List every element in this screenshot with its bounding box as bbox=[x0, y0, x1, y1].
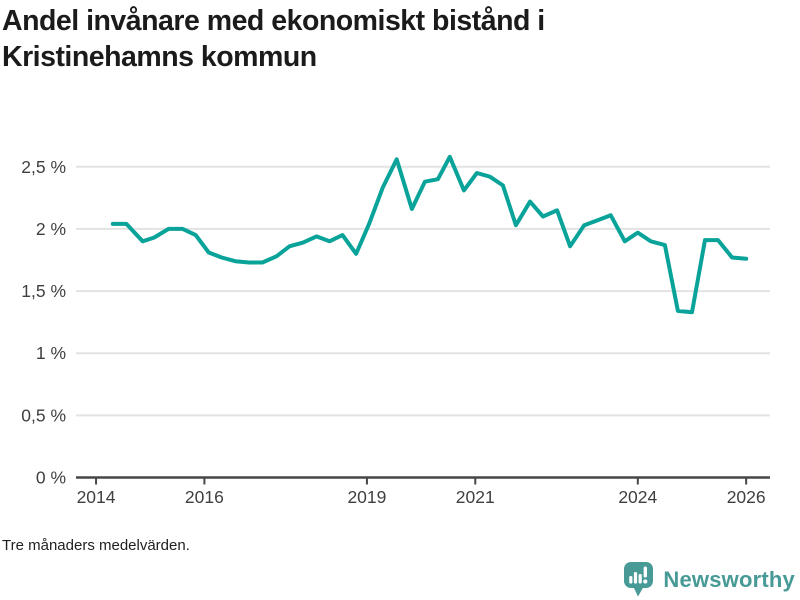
page-title-line2: Kristinehamns kommun bbox=[2, 41, 317, 74]
y-axis-tick-label: 1 % bbox=[36, 343, 66, 363]
x-axis-tick-label: 2024 bbox=[618, 487, 657, 507]
x-axis-tick-label: 2026 bbox=[727, 487, 766, 507]
line-chart: 0 % 0,5 % 1 % 1,5 % 2 % 2,5 % 2014 2016 2019 2021… bbox=[21, 154, 770, 507]
y-axis-tick-label: 0 % bbox=[36, 468, 66, 488]
newsworthy-bubble-chart-icon bbox=[624, 562, 654, 597]
data-line-series bbox=[110, 154, 749, 315]
y-axis-tick-label: 2,5 % bbox=[21, 157, 66, 177]
chart-footnote: Tre månaders medelvärden. bbox=[2, 537, 190, 554]
x-axis-tick-label: 2019 bbox=[347, 487, 386, 507]
newsworthy-logo[interactable]: Newsworthy bbox=[623, 561, 795, 598]
x-axis-tick-label: 2021 bbox=[456, 487, 495, 507]
x-axis-tick-label: 2014 bbox=[77, 487, 116, 507]
page-title: Andel invånare med ekonomiskt bistånd i … bbox=[2, 3, 792, 75]
y-axis-tick-label: 1,5 % bbox=[21, 281, 66, 301]
y-axis-tick-label: 2 % bbox=[36, 219, 66, 239]
y-axis-tick-label: 0,5 % bbox=[21, 405, 66, 425]
page-title-line1: Andel invånare med ekonomiskt bistånd i bbox=[2, 5, 545, 37]
newsworthy-wordmark: Newsworthy bbox=[663, 566, 795, 592]
x-axis-tick-label: 2016 bbox=[185, 487, 224, 507]
